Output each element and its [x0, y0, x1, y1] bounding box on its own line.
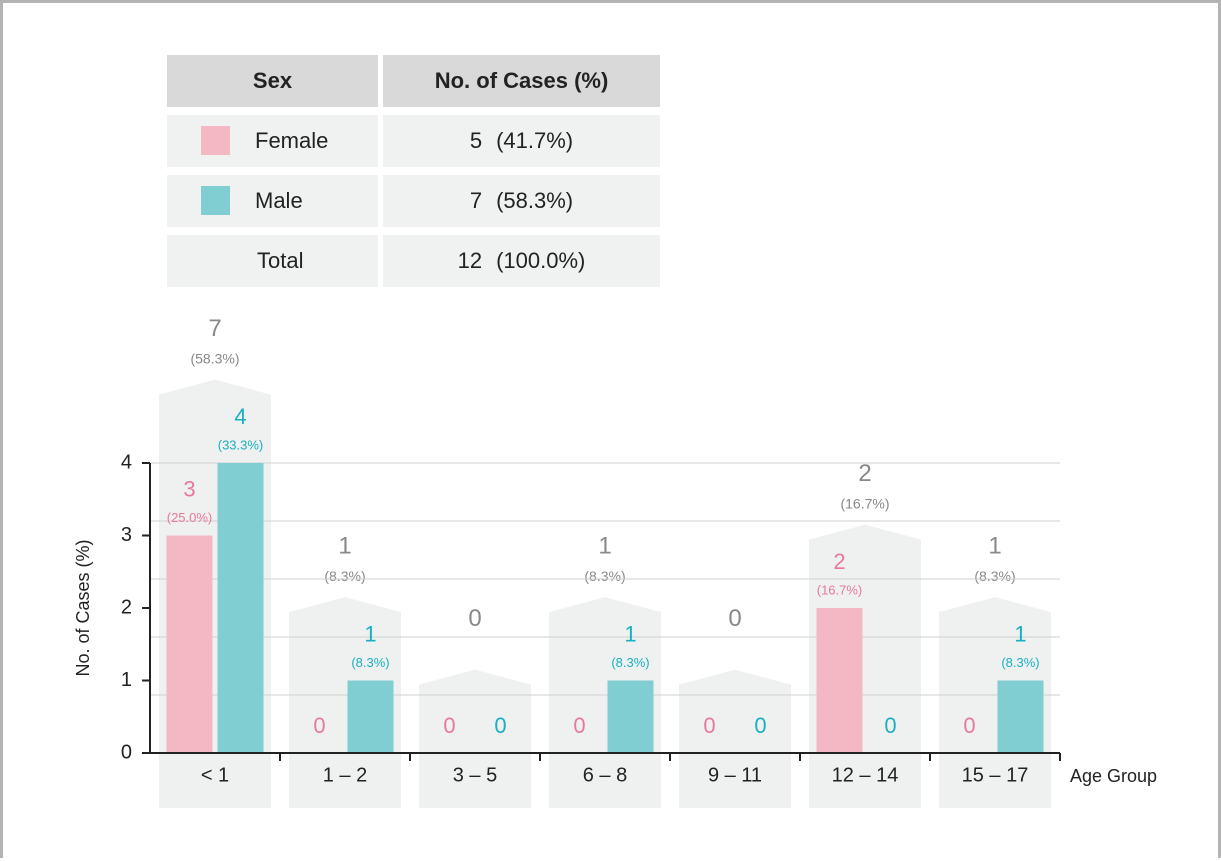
total-percent-label: (8.3%): [584, 568, 625, 584]
total-percent-label: (8.3%): [324, 568, 365, 584]
x-tick-label: 6 – 8: [583, 764, 627, 786]
total-label: 1: [988, 532, 1001, 559]
case-count: 12: [457, 248, 483, 273]
value-label: 0: [494, 713, 506, 738]
cases-cell: 12 (100.0%): [383, 235, 660, 287]
bar: [607, 680, 654, 753]
y-tick-label: 1: [121, 669, 132, 691]
bar: [347, 680, 394, 753]
y-axis-label: No. of Cases (%): [73, 539, 93, 676]
value-label: 0: [963, 713, 975, 738]
value-label: 0: [313, 713, 325, 738]
bar: [997, 680, 1044, 753]
value-label: 1: [1014, 621, 1026, 646]
percent-label: (33.3%): [218, 437, 264, 452]
percent-label: (8.3%): [611, 655, 649, 670]
header-cell: No. of Cases (%): [383, 55, 660, 107]
bar: [166, 535, 213, 753]
table: Sex No. of Cases (%) Female 5 (41.7%) Male 7…: [167, 55, 660, 295]
table-row: Female 5 (41.7%): [167, 115, 660, 167]
x-tick-label: 1 – 2: [323, 764, 367, 786]
x-tick-label: < 1: [201, 764, 229, 786]
x-tick-label: 3 – 5: [453, 764, 497, 786]
total-percent-label: (58.3%): [190, 350, 239, 366]
x-tick-label: 12 – 14: [832, 764, 899, 786]
case-percent: (100.0%): [496, 248, 586, 273]
group-background: [939, 597, 1051, 808]
value-label: 1: [364, 621, 376, 646]
case-count: 7: [469, 188, 483, 213]
y-tick-label: 3: [121, 524, 132, 546]
bar: [217, 463, 264, 753]
sex-cell: Male: [167, 175, 378, 227]
group-background: [419, 669, 531, 808]
value-label: 4: [234, 404, 246, 429]
percent-label: (8.3%): [351, 655, 389, 670]
total-label: 0: [728, 605, 741, 632]
value-label: 3: [183, 476, 195, 501]
total-label: 1: [338, 532, 351, 559]
value-label: 1: [624, 621, 636, 646]
color-swatch: [201, 126, 230, 155]
total-label: 2: [858, 460, 871, 487]
case-percent: (58.3%): [496, 188, 574, 213]
table-header: Sex No. of Cases (%): [167, 55, 660, 107]
sex-label: Female: [255, 128, 329, 153]
value-label: 0: [443, 713, 455, 738]
total-percent-label: (8.3%): [974, 568, 1015, 584]
case-count: 5: [469, 128, 483, 153]
percent-label: (16.7%): [817, 582, 863, 597]
y-tick-label: 4: [121, 451, 132, 473]
y-tick-label: 0: [121, 741, 132, 763]
sex-cell: Female: [167, 115, 378, 167]
cases-cell: 7 (58.3%): [383, 175, 660, 227]
header-cell: Sex: [167, 55, 378, 107]
case-percent: (41.7%): [496, 128, 574, 153]
y-tick-label: 2: [121, 596, 132, 618]
table-row: Total 12 (100.0%): [167, 235, 660, 287]
total-label: 1: [598, 532, 611, 559]
value-label: 2: [833, 549, 845, 574]
percent-label: (8.3%): [1001, 655, 1039, 670]
sex-label: Total: [257, 248, 304, 273]
group-background: [679, 669, 791, 808]
sex-cell: Total: [167, 235, 378, 287]
cases-cell: 5 (41.7%): [383, 115, 660, 167]
group-background: [289, 597, 401, 808]
value-label: 0: [754, 713, 766, 738]
total-label: 7: [208, 315, 221, 342]
value-label: 0: [573, 713, 585, 738]
table-row: Male 7 (58.3%): [167, 175, 660, 227]
color-swatch: [201, 186, 230, 215]
x-tick-label: 9 – 11: [708, 764, 762, 786]
bar: [816, 608, 863, 753]
total-label: 0: [468, 605, 481, 632]
x-axis-label: Age Group: [1070, 766, 1157, 786]
percent-label: (25.0%): [167, 510, 213, 525]
value-label: 0: [884, 713, 896, 738]
sex-label: Male: [255, 188, 303, 213]
total-percent-label: (16.7%): [840, 495, 889, 511]
group-background: [549, 597, 661, 808]
value-label: 0: [703, 713, 715, 738]
x-tick-label: 15 – 17: [962, 764, 1029, 786]
